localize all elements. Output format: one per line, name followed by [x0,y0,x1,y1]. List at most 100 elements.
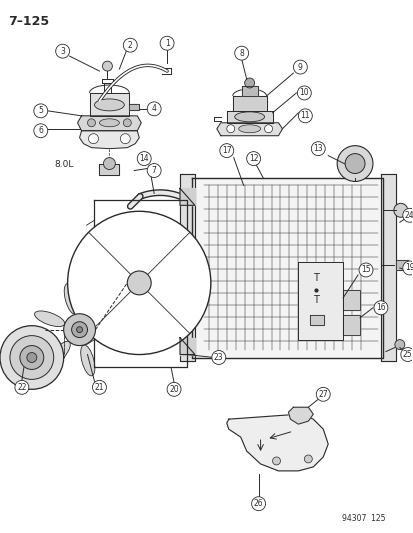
Circle shape [137,151,151,166]
Text: 11: 11 [300,111,309,120]
Circle shape [311,142,325,156]
Polygon shape [180,337,195,354]
Circle shape [316,387,330,401]
Text: 7–125: 7–125 [8,15,49,28]
Text: 27: 27 [318,390,327,399]
Text: 8: 8 [239,49,244,58]
Text: 26: 26 [253,499,263,508]
Circle shape [344,154,364,174]
Circle shape [167,382,180,397]
Circle shape [71,322,87,337]
Polygon shape [180,174,195,361]
Text: 12: 12 [248,154,258,163]
Polygon shape [180,189,195,205]
Circle shape [67,211,210,354]
Circle shape [147,164,161,177]
Circle shape [394,340,404,350]
Circle shape [244,78,254,88]
Text: 17: 17 [221,146,231,155]
Circle shape [102,61,112,71]
Circle shape [64,314,95,345]
Polygon shape [288,407,313,424]
Polygon shape [226,414,328,471]
Circle shape [264,125,272,133]
Circle shape [304,455,311,463]
Text: 22: 22 [17,383,26,392]
Text: 15: 15 [360,265,370,274]
Text: 4: 4 [151,104,156,114]
Circle shape [87,119,95,127]
Circle shape [103,158,115,169]
Polygon shape [232,96,266,111]
Ellipse shape [234,112,264,122]
Circle shape [92,381,106,394]
Polygon shape [395,260,407,270]
Circle shape [336,146,372,181]
Text: 94307  125: 94307 125 [342,514,385,523]
Polygon shape [89,93,129,116]
Circle shape [251,497,265,511]
Polygon shape [192,179,382,358]
Circle shape [27,352,37,362]
Ellipse shape [34,311,64,327]
Polygon shape [226,111,272,123]
Text: T: T [313,295,318,305]
Circle shape [0,326,64,389]
Text: 6: 6 [38,126,43,135]
Polygon shape [241,86,257,96]
Ellipse shape [94,99,124,111]
Ellipse shape [238,125,260,133]
Ellipse shape [94,333,124,349]
Text: 19: 19 [404,263,413,272]
Text: 5: 5 [38,107,43,115]
Text: 7: 7 [151,166,156,175]
Text: 1: 1 [164,39,169,48]
Text: 25: 25 [402,350,412,359]
Circle shape [293,60,306,74]
Ellipse shape [89,293,111,318]
Text: 21: 21 [95,383,104,392]
Text: 2: 2 [128,41,132,50]
Text: 3: 3 [60,47,65,55]
Polygon shape [99,164,119,175]
Ellipse shape [64,284,78,314]
Polygon shape [380,174,395,361]
Circle shape [147,102,161,116]
Polygon shape [310,315,323,325]
Circle shape [160,36,173,50]
Ellipse shape [81,345,95,376]
Polygon shape [129,104,139,110]
Circle shape [120,134,130,144]
Circle shape [402,208,413,222]
Polygon shape [77,116,141,131]
Circle shape [226,125,234,133]
Polygon shape [298,262,342,340]
Circle shape [211,351,225,365]
Circle shape [10,336,54,379]
Circle shape [20,345,44,369]
Circle shape [123,119,131,127]
Circle shape [297,86,311,100]
Circle shape [400,348,413,361]
Circle shape [34,124,47,138]
Circle shape [219,144,233,158]
Circle shape [34,104,47,118]
Ellipse shape [99,119,119,127]
Text: 20: 20 [169,385,178,394]
Text: 13: 13 [313,144,322,153]
Circle shape [76,327,82,333]
Circle shape [88,134,98,144]
Ellipse shape [48,341,70,367]
Circle shape [123,38,137,52]
Polygon shape [216,123,282,136]
Circle shape [234,46,248,60]
Circle shape [373,301,387,315]
Text: 10: 10 [299,88,309,98]
Text: 24: 24 [404,211,413,220]
Text: 8.0L: 8.0L [55,159,74,168]
Circle shape [272,457,280,465]
Polygon shape [79,131,139,149]
Text: 16: 16 [375,303,385,312]
Text: 9: 9 [297,62,302,71]
Circle shape [15,381,29,394]
